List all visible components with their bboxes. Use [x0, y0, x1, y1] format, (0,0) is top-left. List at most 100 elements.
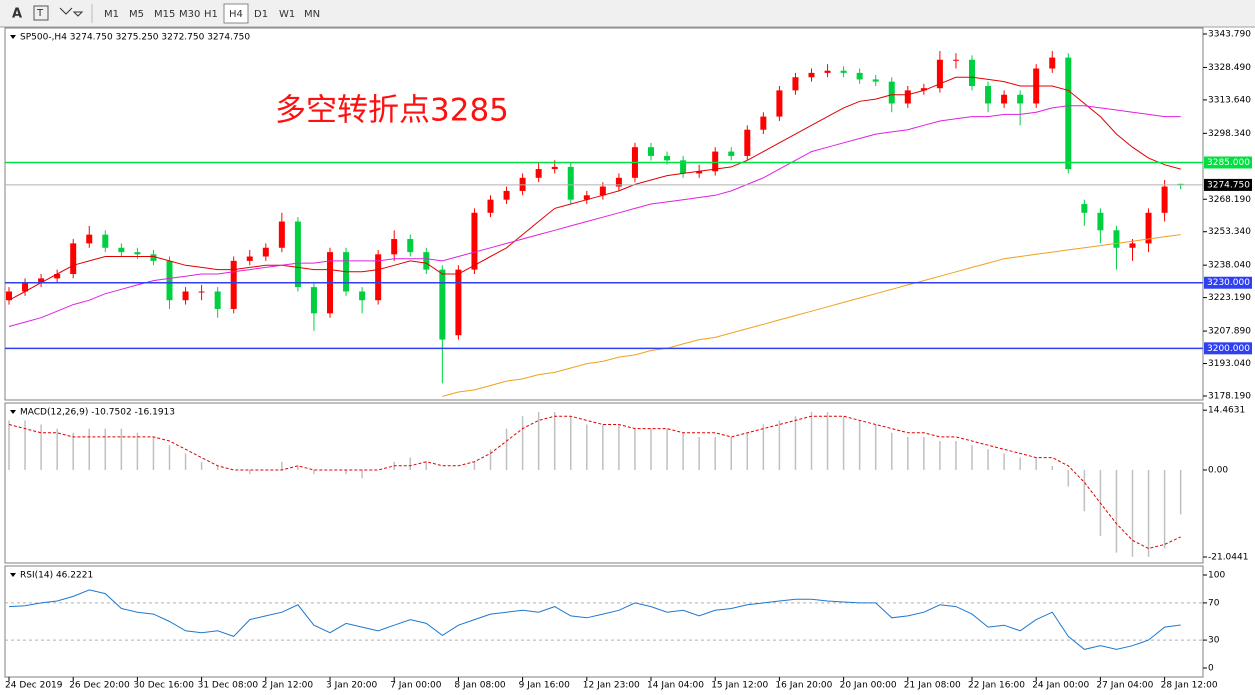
x-tick-label: 30 Dec 16:00 [133, 681, 194, 691]
candle-body [455, 269, 462, 336]
candle-body [310, 287, 317, 314]
y-tick-label: 3207.890 [1208, 327, 1251, 337]
text-tool[interactable]: A [12, 7, 22, 22]
y-tick-label: 3343.790 [1208, 29, 1251, 39]
candle-body [54, 273, 61, 279]
y-tick-label: 70 [1208, 598, 1220, 608]
level-label: 3200.000 [1207, 344, 1250, 354]
level-label-box [1204, 342, 1252, 355]
annotation: 多空转折点3285 [275, 93, 509, 129]
level-label-box [1204, 156, 1252, 169]
toolbar-items: A T M1 M5 M15 M30 H1 H4 D1 W1 MN [12, 3, 320, 24]
y-tick-label: 3328.490 [1208, 63, 1251, 73]
candle-body [198, 291, 205, 293]
plots: 3343.790 3328.490 3313.640 3298.340 3268.190… [5, 29, 1252, 691]
y-tick-label: 0.00 [1208, 465, 1228, 475]
x-tick-label: 22 Jan 16:00 [968, 681, 1025, 691]
candle-body [728, 151, 735, 156]
moving-average [8, 105, 1181, 327]
candle-body [808, 72, 815, 78]
timeframe-button[interactable]: W1 [279, 9, 295, 20]
candle-body [680, 160, 687, 174]
timeframe-button[interactable]: MN [304, 9, 320, 20]
candle-body [182, 291, 189, 301]
candle-body [1017, 94, 1024, 104]
candle-body [615, 177, 622, 187]
candle-body [407, 239, 414, 253]
timeframe-button[interactable]: H4 [229, 9, 243, 20]
candle-body [872, 79, 879, 82]
candle-body [439, 269, 446, 340]
y-tick-label: 3193.040 [1208, 359, 1251, 369]
y-tick-label: 3268.190 [1208, 195, 1251, 205]
timeframe-button[interactable]: M15 [154, 9, 175, 20]
candle-body [1081, 204, 1088, 213]
x-tick-label: 21 Jan 08:00 [904, 681, 961, 691]
timeframe-button[interactable]: D1 [254, 9, 268, 20]
candle-body [551, 166, 558, 170]
candle-body [150, 254, 157, 261]
macd-panel [4, 402, 1204, 564]
panel-menu-arrow [10, 573, 16, 577]
timeframe-button[interactable]: M5 [129, 9, 144, 20]
candle-body [166, 260, 173, 301]
candle-body [712, 151, 719, 172]
candle-body [792, 77, 799, 91]
cursor-tool-icon[interactable] [59, 7, 84, 17]
candle-body [824, 70, 831, 73]
candle-body [1065, 57, 1072, 170]
x-tick-label: 2 Jan 12:00 [262, 681, 314, 691]
x-tick-label: 26 Dec 20:00 [69, 681, 130, 691]
candle-body [262, 247, 269, 257]
candle-body [985, 85, 992, 104]
panel-title: RSI(14) 46.2221 [20, 571, 93, 581]
x-tick-label: 15 Jan 12:00 [711, 681, 768, 691]
y-tick-label: 3313.640 [1208, 95, 1251, 105]
panel-menu-arrow [10, 35, 16, 39]
candle-body [952, 59, 959, 61]
candle-body [920, 88, 927, 91]
candle-body [776, 90, 783, 117]
timeframe-button[interactable]: H1 [204, 9, 218, 20]
candle-body [375, 254, 382, 301]
label-tool-icon[interactable] [33, 5, 49, 21]
candle-body [6, 291, 12, 301]
y-tick-label: 3253.340 [1208, 227, 1251, 237]
y-tick-label: 30 [1208, 636, 1220, 646]
candle-body [599, 186, 606, 196]
candle-body [86, 234, 93, 244]
x-tick-label: 8 Jan 08:00 [454, 681, 506, 691]
moving-average [442, 234, 1181, 397]
x-tick-label: 28 Jan 12:00 [1161, 681, 1218, 691]
candle-body [1177, 183, 1184, 185]
panel-title: MACD(12,26,9) -10.7502 -16.1913 [20, 408, 175, 418]
candle-body [664, 155, 671, 161]
candle-body [423, 252, 430, 270]
candle-body [648, 147, 654, 156]
x-tick-label: 9 Jan 16:00 [519, 681, 571, 691]
y-tick-label: 3223.190 [1208, 293, 1251, 303]
last-price-label: 3274.750 [1207, 180, 1250, 190]
level-label: 3285.000 [1207, 158, 1250, 168]
candle-body [1097, 212, 1104, 231]
candle-body [1113, 230, 1120, 248]
candle-body [1129, 243, 1136, 248]
candle-body [118, 247, 125, 253]
candle-body [391, 239, 398, 255]
active-timeframe-box [223, 3, 249, 24]
candle-body [696, 171, 703, 174]
candle-body [904, 90, 911, 104]
timeframe-button[interactable]: M1 [104, 9, 119, 20]
moving-average [8, 76, 1181, 301]
candle-body [38, 278, 45, 283]
x-tick-label: 31 Dec 08:00 [198, 681, 259, 691]
label-tool-glyph: T [36, 8, 44, 19]
y-tick-label: 3238.040 [1208, 261, 1251, 271]
timeframe-button[interactable]: M30 [179, 9, 200, 20]
candle-body [1049, 57, 1056, 69]
panel-menu-arrow [10, 410, 16, 414]
candle-body [969, 59, 975, 86]
y-tick-label: 0 [1208, 663, 1214, 673]
candle-body [760, 116, 767, 130]
candle-body [278, 221, 285, 248]
